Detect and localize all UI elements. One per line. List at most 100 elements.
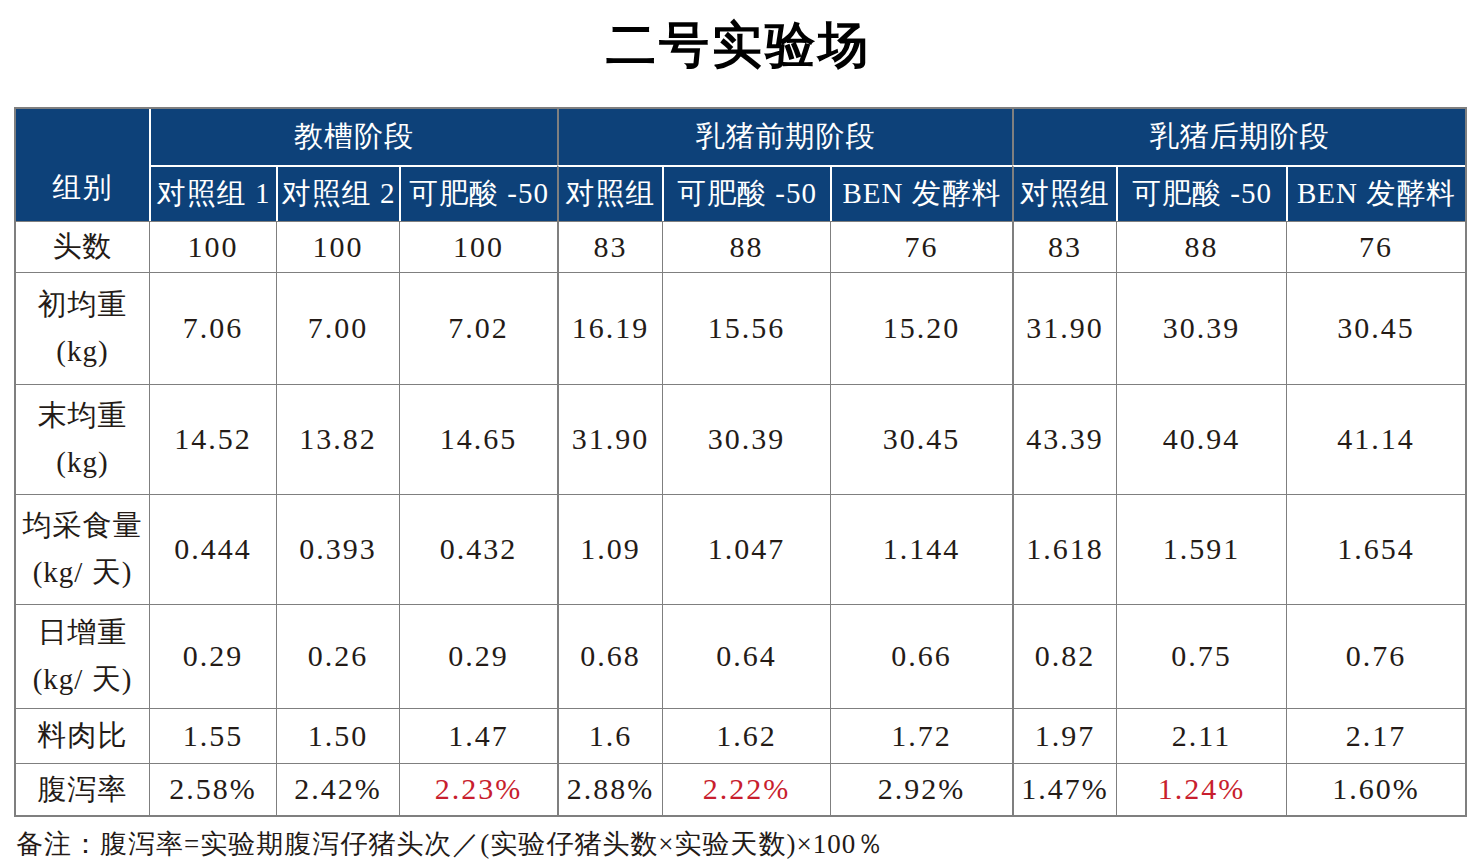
row-label-line: 料肉比 — [16, 712, 149, 759]
data-cell: 2.92% — [830, 763, 1012, 815]
table-row-initial-weight: 初均重 (kg) 7.06 7.00 7.02 16.19 15.56 15.2… — [16, 272, 1465, 384]
data-cell: 0.444 — [149, 494, 276, 604]
table-row-feed-intake: 均采食量 (kg/ 天) 0.444 0.393 0.432 1.09 1.04… — [16, 494, 1465, 604]
row-label-line: 日增重 — [16, 609, 149, 656]
data-cell: 30.45 — [1286, 272, 1465, 384]
data-cell: 15.56 — [662, 272, 830, 384]
footnote: 备注：腹泻率=实验期腹泻仔猪头次／(实验仔猪头数×实验天数)×100％ — [16, 826, 1477, 862]
row-label: 均采食量 (kg/ 天) — [16, 494, 149, 604]
data-cell: 0.432 — [399, 494, 557, 604]
experiment-table: 组别 教槽阶段 乳猪前期阶段 乳猪后期阶段 对照组 1 对照组 2 可肥酸 -5… — [14, 107, 1467, 817]
data-cell: 0.64 — [662, 604, 830, 708]
data-cell: 88 — [662, 221, 830, 272]
data-cell: 1.55 — [149, 708, 276, 763]
col-header-early-ben: BEN 发酵料 — [830, 165, 1012, 221]
data-cell: 13.82 — [276, 384, 399, 494]
table-row-final-weight: 末均重 (kg) 14.52 13.82 14.65 31.90 30.39 3… — [16, 384, 1465, 494]
group-header-row: 对照组 1 对照组 2 可肥酸 -50 对照组 可肥酸 -50 BEN 发酵料 … — [16, 165, 1465, 221]
data-cell: 1.144 — [830, 494, 1012, 604]
data-cell: 7.00 — [276, 272, 399, 384]
data-cell: 1.09 — [557, 494, 662, 604]
data-cell: 1.50 — [276, 708, 399, 763]
data-cell: 0.66 — [830, 604, 1012, 708]
col-header-early-kfs50: 可肥酸 -50 — [662, 165, 830, 221]
data-cell: 1.62 — [662, 708, 830, 763]
table-body: 头数 100 100 100 83 88 76 83 88 76 初均重 (kg… — [16, 221, 1465, 815]
data-cell: 14.52 — [149, 384, 276, 494]
row-label: 日增重 (kg/ 天) — [16, 604, 149, 708]
row-label-unit: (kg) — [16, 328, 149, 375]
data-cell: 1.47 — [399, 708, 557, 763]
data-cell: 14.65 — [399, 384, 557, 494]
table-row-diarrhea-rate: 腹泻率 2.58% 2.42% 2.23% 2.88% 2.22% 2.92% … — [16, 763, 1465, 815]
data-cell: 0.76 — [1286, 604, 1465, 708]
data-cell: 2.17 — [1286, 708, 1465, 763]
data-cell: 40.94 — [1116, 384, 1286, 494]
data-cell: 1.60% — [1286, 763, 1465, 815]
data-cell: 0.29 — [149, 604, 276, 708]
row-label-line: 腹泻率 — [16, 766, 149, 813]
data-cell: 0.68 — [557, 604, 662, 708]
data-cell: 83 — [557, 221, 662, 272]
stage-header-late: 乳猪后期阶段 — [1012, 109, 1465, 165]
data-cell: 16.19 — [557, 272, 662, 384]
col-header-creep-control1: 对照组 1 — [149, 165, 276, 221]
col-header-creep-control2: 对照组 2 — [276, 165, 399, 221]
row-label-unit: (kg/ 天) — [16, 549, 149, 596]
data-cell: 1.591 — [1116, 494, 1286, 604]
row-label-unit: (kg/ 天) — [16, 656, 149, 703]
stage-header-early: 乳猪前期阶段 — [557, 109, 1012, 165]
col-header-creep-kfs50: 可肥酸 -50 — [399, 165, 557, 221]
data-cell: 15.20 — [830, 272, 1012, 384]
col-header-late-control: 对照组 — [1012, 165, 1116, 221]
row-label-unit: (kg) — [16, 439, 149, 486]
row-label-line: 均采食量 — [16, 502, 149, 549]
col-header-late-ben: BEN 发酵料 — [1286, 165, 1465, 221]
data-cell: 31.90 — [557, 384, 662, 494]
data-cell: 88 — [1116, 221, 1286, 272]
data-cell-highlighted: 2.22% — [662, 763, 830, 815]
data-cell: 1.72 — [830, 708, 1012, 763]
data-cell: 76 — [1286, 221, 1465, 272]
row-label: 头数 — [16, 221, 149, 272]
row-label-line: 末均重 — [16, 392, 149, 439]
table-row-daily-gain: 日增重 (kg/ 天) 0.29 0.26 0.29 0.68 0.64 0.6… — [16, 604, 1465, 708]
stage-group-row: 组别 教槽阶段 乳猪前期阶段 乳猪后期阶段 — [16, 109, 1465, 165]
data-cell: 1.618 — [1012, 494, 1116, 604]
data-cell: 83 — [1012, 221, 1116, 272]
row-label-line: 初均重 — [16, 281, 149, 328]
data-cell: 30.39 — [1116, 272, 1286, 384]
data-cell: 31.90 — [1012, 272, 1116, 384]
data-cell: 100 — [149, 221, 276, 272]
data-cell: 2.11 — [1116, 708, 1286, 763]
data-cell-highlighted: 2.23% — [399, 763, 557, 815]
row-label: 料肉比 — [16, 708, 149, 763]
table-header: 组别 教槽阶段 乳猪前期阶段 乳猪后期阶段 对照组 1 对照组 2 可肥酸 -5… — [16, 109, 1465, 221]
data-cell-highlighted: 1.24% — [1116, 763, 1286, 815]
page: 二号实验场 组别 教槽阶段 乳猪前期阶段 乳猪后期阶段 对照组 1 对照组 2 … — [0, 0, 1477, 862]
data-cell: 41.14 — [1286, 384, 1465, 494]
data-cell: 30.39 — [662, 384, 830, 494]
data-cell: 43.39 — [1012, 384, 1116, 494]
data-cell: 76 — [830, 221, 1012, 272]
data-cell: 0.29 — [399, 604, 557, 708]
data-cell: 2.88% — [557, 763, 662, 815]
data-cell: 0.75 — [1116, 604, 1286, 708]
data-cell: 100 — [399, 221, 557, 272]
col-header-early-control: 对照组 — [557, 165, 662, 221]
data-cell: 2.42% — [276, 763, 399, 815]
page-title: 二号实验场 — [0, 0, 1477, 80]
table-row-head-count: 头数 100 100 100 83 88 76 83 88 76 — [16, 221, 1465, 272]
data-cell: 7.02 — [399, 272, 557, 384]
row-label: 末均重 (kg) — [16, 384, 149, 494]
row-label-line: 头数 — [16, 223, 149, 270]
data-cell: 1.97 — [1012, 708, 1116, 763]
data-cell: 1.047 — [662, 494, 830, 604]
data-cell: 30.45 — [830, 384, 1012, 494]
table-row-feed-ratio: 料肉比 1.55 1.50 1.47 1.6 1.62 1.72 1.97 2.… — [16, 708, 1465, 763]
data-cell: 0.393 — [276, 494, 399, 604]
corner-header-group: 组别 — [16, 109, 149, 221]
data-cell: 7.06 — [149, 272, 276, 384]
data-cell: 1.6 — [557, 708, 662, 763]
data-cell: 100 — [276, 221, 399, 272]
